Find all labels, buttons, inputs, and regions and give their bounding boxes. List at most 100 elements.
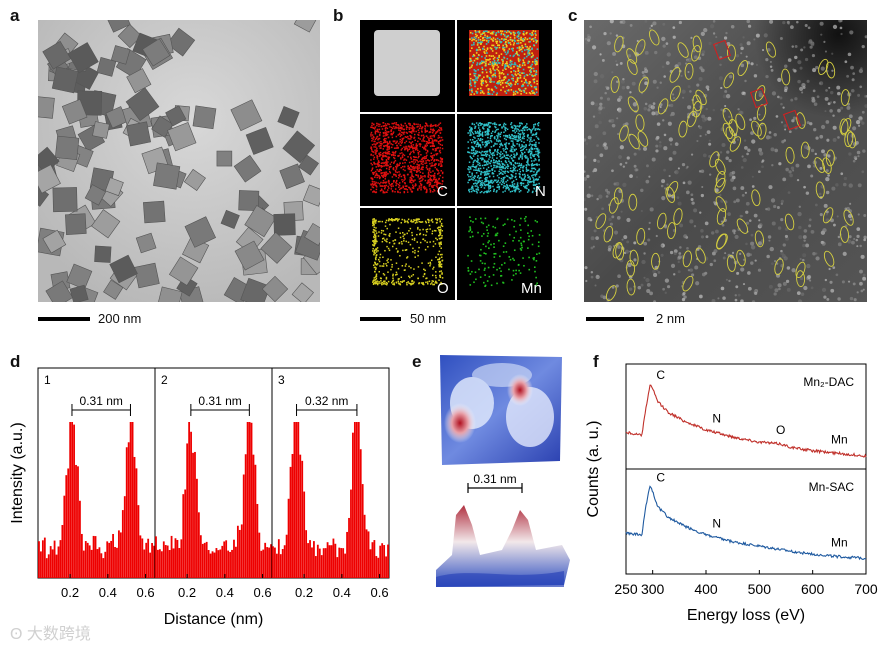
intensity-bar <box>112 533 114 578</box>
intensity-bar <box>69 422 72 578</box>
single-atom-marker <box>784 213 795 231</box>
intensity-bar <box>256 503 259 578</box>
intensity-bar <box>334 543 337 578</box>
single-atom-marker <box>751 189 761 207</box>
x-tick-label: 300 <box>641 581 665 597</box>
nanocube <box>277 106 300 129</box>
nanocube <box>117 23 142 49</box>
intensity-bar <box>143 549 146 578</box>
intensity-bar <box>73 424 75 578</box>
single-atom-marker <box>656 212 667 230</box>
single-atom-marker <box>736 218 749 234</box>
intensity-bar <box>277 539 280 578</box>
single-atom-marker <box>692 35 702 53</box>
intensity-bar <box>139 535 142 578</box>
intensity-bar <box>307 543 309 578</box>
single-atom-marker <box>677 42 689 58</box>
peak-left <box>444 403 476 443</box>
intensity-bar <box>379 545 382 578</box>
single-atom-marker <box>682 250 692 268</box>
intensity-bar <box>227 550 230 578</box>
intensity-bar <box>162 541 165 578</box>
single-atom-marker <box>840 118 852 135</box>
intensity-bar <box>199 535 202 578</box>
intensity-bar <box>172 548 175 578</box>
intensity-bar <box>116 547 118 578</box>
intensity-bar <box>196 478 198 578</box>
single-atom-marker <box>726 44 736 62</box>
single-atom-marker <box>822 157 832 174</box>
intensity-bar <box>55 554 58 578</box>
intensity-bar <box>100 553 103 578</box>
intensity-bar <box>217 550 220 578</box>
intensity-bar <box>75 464 77 578</box>
eels-chart: Counts (a. u.) Energy loss (eV) 250 300 400 5… <box>585 363 878 624</box>
x-tick-label: 0.6 <box>137 585 155 600</box>
edge-label: Mn <box>831 536 848 550</box>
intensity-bar <box>332 538 335 578</box>
peak-right <box>507 374 533 406</box>
single-atom-marker <box>638 76 649 93</box>
intensity-bar <box>299 454 302 578</box>
intensity-bar <box>180 539 183 578</box>
x-tick-label: 0.2 <box>61 585 79 600</box>
single-atom-marker <box>692 94 702 112</box>
intensity-bar <box>43 537 46 578</box>
intensity-bar <box>102 558 105 578</box>
x-tick-label: 250 <box>614 581 638 597</box>
element-map-1 <box>360 20 455 112</box>
intensity-bar <box>151 542 153 578</box>
map-label-mn: Mn <box>521 280 542 297</box>
single-atom-marker <box>610 76 620 93</box>
intensity-bar <box>383 545 386 578</box>
intensity-bar <box>119 532 122 578</box>
dual-atom-marker <box>712 39 732 61</box>
single-atom-marker <box>840 226 850 243</box>
nanocube <box>143 200 166 224</box>
intensity-bar <box>238 529 241 578</box>
single-atom-marker <box>628 133 640 150</box>
intensity-bar <box>80 533 83 578</box>
intensity-bar <box>110 540 113 578</box>
intensity-bar <box>145 542 148 578</box>
watermark: ʘ 大数跨境 <box>10 620 91 644</box>
single-atom-marker <box>722 107 733 125</box>
intensity-bar <box>135 468 138 578</box>
single-atom-marker <box>619 125 629 142</box>
intensity-bar <box>155 536 157 578</box>
intensity-bar <box>385 556 387 578</box>
intensity-bar <box>98 547 101 578</box>
single-atom-marker <box>608 197 619 214</box>
single-atom-marker <box>726 255 736 272</box>
intensity-bar <box>264 542 267 578</box>
single-atom-marker <box>605 285 617 301</box>
intensity-bar <box>293 422 296 578</box>
intensity-bar <box>266 547 269 578</box>
single-atom-marker <box>695 89 707 106</box>
intensity-bar <box>194 451 196 578</box>
single-atom-marker <box>796 270 806 288</box>
intensity-bar <box>297 422 300 578</box>
intensity-bar <box>84 541 87 578</box>
intensity-bar <box>371 542 374 578</box>
edge-label: N <box>712 517 721 531</box>
series-label: Mn₂-DAC <box>803 375 854 389</box>
single-atom-marker <box>725 126 736 144</box>
element-map-5 <box>360 208 455 300</box>
panel-letter-a: a <box>10 6 20 25</box>
single-atom-marker <box>754 230 764 248</box>
single-atom-marker <box>603 225 614 243</box>
nanocube <box>42 229 67 254</box>
nanocube <box>273 213 296 236</box>
nanocube <box>125 87 160 122</box>
nanocube <box>38 96 55 119</box>
single-atom-marker <box>692 100 702 118</box>
nanocube <box>92 121 110 139</box>
intensity-bar <box>236 525 239 578</box>
single-atom-marker <box>840 89 850 106</box>
element-map-3 <box>360 114 455 206</box>
single-atom-marker <box>687 110 697 128</box>
intensity-bar <box>301 460 304 578</box>
nanocube <box>233 154 262 183</box>
nanocube <box>167 121 197 152</box>
